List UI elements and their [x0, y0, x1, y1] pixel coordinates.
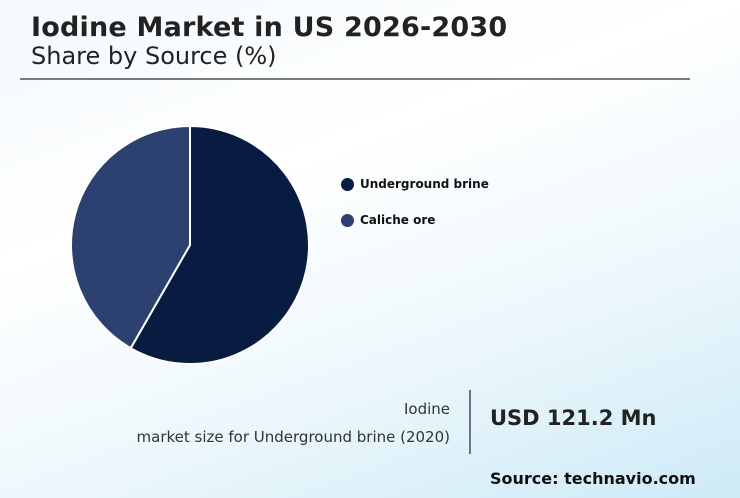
legend-item-caliche-ore: Caliche ore [341, 211, 489, 229]
kpi-value: USD 121.2 Mn [490, 406, 657, 430]
legend-dot-icon [341, 213, 354, 227]
legend-label: Caliche ore [360, 213, 436, 227]
chart-title: Iodine Market in US 2026-2030 [31, 12, 508, 43]
source-credit: Source: technavio.com [490, 469, 696, 488]
header-divider [20, 78, 690, 80]
legend-item-underground-brine: Underground brine [341, 175, 489, 193]
pie-slice-underground-brine [129, 125, 310, 365]
legend: Underground brine Caliche ore [341, 175, 489, 247]
kpi-separator [469, 390, 471, 454]
legend-label: Underground brine [360, 177, 489, 191]
chart-subtitle: Share by Source (%) [31, 42, 277, 70]
kpi-label-line2: market size for Underground brine (2020) [136, 428, 450, 446]
pie-chart [70, 125, 310, 365]
pie-slice-caliche-ore [70, 125, 191, 350]
legend-dot-icon [341, 177, 354, 191]
kpi-label-line1: Iodine [403, 400, 450, 418]
